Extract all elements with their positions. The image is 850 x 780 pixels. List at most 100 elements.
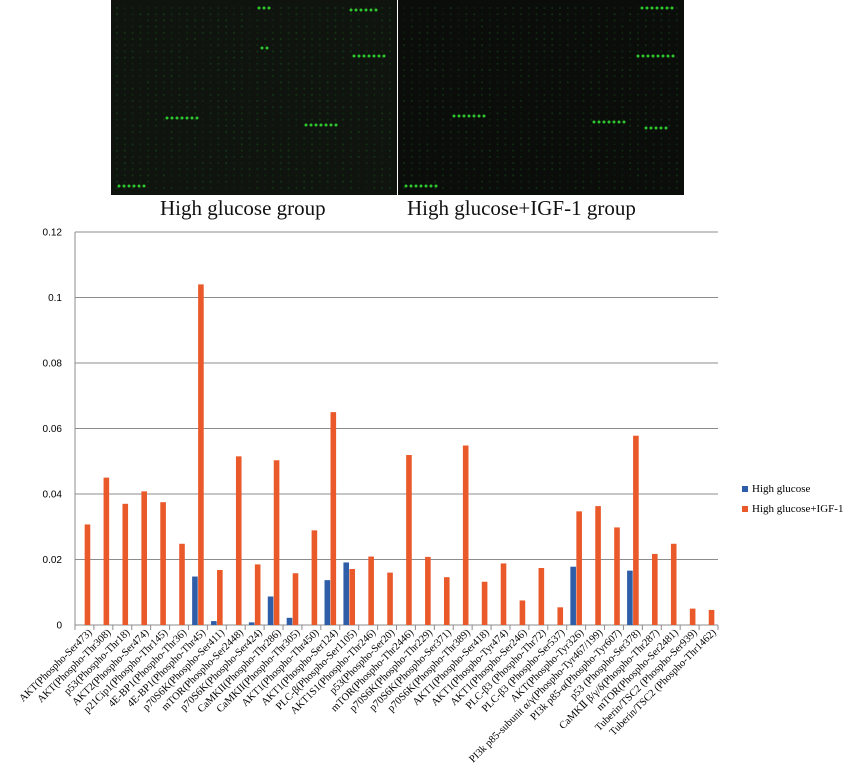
array-spot bbox=[342, 137, 345, 140]
array-spot bbox=[217, 68, 220, 72]
array-spot bbox=[512, 161, 515, 165]
array-spot bbox=[496, 124, 499, 127]
array-spot bbox=[480, 6, 484, 10]
array-spot bbox=[154, 161, 158, 165]
array-spot bbox=[303, 186, 306, 189]
array-spot bbox=[426, 19, 429, 22]
array-spot bbox=[271, 161, 275, 165]
array-spot bbox=[410, 62, 413, 65]
array-spot bbox=[381, 118, 384, 121]
array-spot bbox=[582, 75, 585, 78]
array-spot-bright bbox=[359, 8, 363, 12]
array-spot bbox=[373, 93, 376, 96]
array-spot bbox=[310, 112, 314, 115]
array-spot bbox=[310, 68, 314, 72]
array-spot bbox=[318, 6, 321, 10]
array-spot bbox=[535, 13, 538, 16]
array-spot bbox=[178, 62, 181, 65]
array-spot bbox=[123, 68, 126, 72]
array-spot bbox=[264, 168, 267, 171]
array-spot bbox=[636, 161, 640, 165]
array-spot bbox=[582, 6, 585, 10]
array-spot bbox=[287, 62, 290, 65]
array-spot bbox=[410, 174, 413, 177]
array-spot bbox=[162, 87, 165, 90]
array-spot bbox=[334, 6, 337, 10]
array-spot bbox=[402, 62, 406, 65]
array-spot bbox=[512, 186, 515, 189]
array-spot bbox=[410, 124, 413, 127]
array-spot bbox=[574, 124, 577, 127]
array-spot bbox=[582, 93, 585, 96]
array-spot bbox=[441, 81, 445, 84]
array-spot bbox=[162, 186, 165, 189]
array-spot bbox=[349, 37, 353, 41]
array-spot bbox=[465, 87, 468, 90]
array-spot bbox=[535, 106, 538, 109]
array-spot bbox=[193, 99, 197, 103]
array-spot bbox=[410, 56, 413, 59]
array-spot bbox=[287, 161, 290, 165]
array-spot bbox=[488, 50, 491, 53]
array-spot bbox=[310, 180, 314, 183]
array-spot bbox=[373, 143, 376, 146]
array-spot bbox=[381, 31, 384, 34]
array-spot bbox=[201, 130, 204, 134]
array-spot bbox=[248, 44, 251, 47]
array-spot bbox=[488, 168, 491, 171]
array-spot bbox=[551, 112, 554, 115]
array-spot bbox=[147, 174, 150, 177]
array-spot bbox=[154, 68, 158, 72]
array-spot bbox=[441, 56, 445, 59]
array-spot bbox=[186, 68, 189, 72]
array-spot bbox=[115, 87, 119, 90]
array-spot bbox=[170, 149, 173, 152]
array-spot bbox=[365, 50, 368, 53]
array-spot bbox=[326, 44, 329, 47]
array-spot bbox=[449, 37, 452, 41]
array-spot bbox=[225, 37, 228, 41]
array-spot bbox=[248, 124, 251, 127]
array-spot bbox=[668, 81, 671, 84]
array-spot bbox=[402, 99, 406, 103]
array-spot bbox=[357, 93, 360, 96]
array-spot bbox=[613, 186, 616, 189]
array-spot bbox=[365, 37, 368, 41]
array-spot bbox=[256, 130, 259, 134]
array-spot bbox=[131, 186, 134, 189]
array-spot bbox=[225, 106, 228, 109]
array-spot bbox=[365, 124, 368, 127]
array-spot bbox=[644, 143, 647, 146]
array-spot bbox=[256, 81, 259, 84]
bar-high-glucose-igf1 bbox=[462, 445, 469, 625]
legend-swatch bbox=[742, 506, 748, 512]
array-spot bbox=[480, 93, 484, 96]
array-spot bbox=[582, 130, 585, 134]
array-spot bbox=[139, 143, 142, 146]
array-spot bbox=[488, 37, 491, 41]
array-spot bbox=[535, 25, 538, 28]
array-spot bbox=[295, 13, 298, 16]
array-spot bbox=[441, 75, 445, 78]
array-spot bbox=[295, 186, 298, 189]
array-spot bbox=[473, 6, 476, 10]
array-spot bbox=[139, 106, 142, 109]
array-spot bbox=[248, 75, 251, 78]
array-spot bbox=[318, 37, 321, 41]
array-spot bbox=[201, 50, 204, 53]
array-spot bbox=[465, 93, 468, 96]
array-spot bbox=[334, 137, 337, 140]
array-spot bbox=[636, 118, 640, 121]
array-spot bbox=[504, 6, 507, 10]
array-spot bbox=[465, 81, 468, 84]
array-spot bbox=[582, 155, 585, 158]
array-spot bbox=[115, 68, 119, 72]
array-spot bbox=[535, 174, 538, 177]
array-spot bbox=[147, 87, 150, 90]
array-spot bbox=[558, 137, 562, 140]
array-spot bbox=[295, 118, 298, 121]
array-spot bbox=[225, 68, 228, 72]
array-spot bbox=[660, 106, 663, 109]
array-spot bbox=[209, 81, 212, 84]
array-spot bbox=[264, 155, 267, 158]
